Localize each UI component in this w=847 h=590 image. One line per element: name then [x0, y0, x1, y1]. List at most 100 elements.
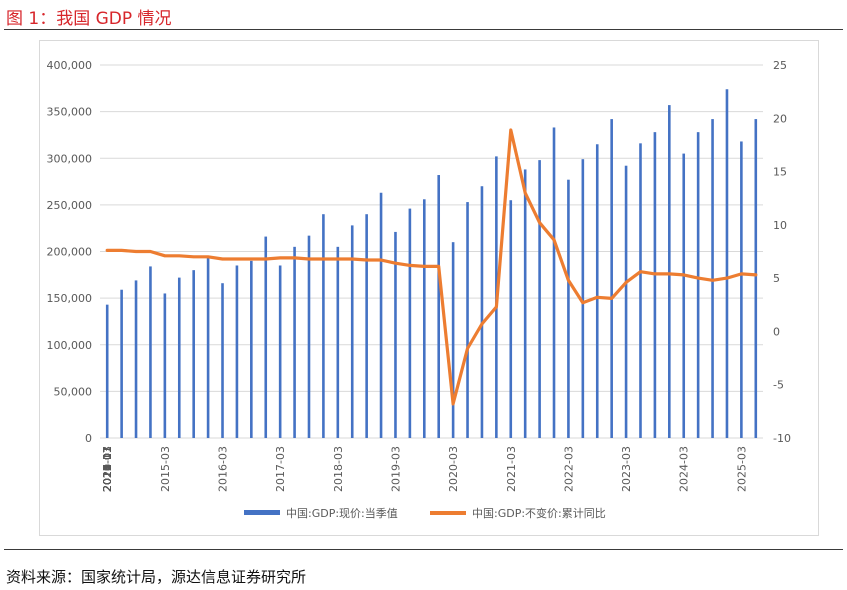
x-tick-label: 2022-07	[101, 446, 114, 492]
gdp-bar	[322, 214, 325, 438]
chart-frame	[39, 40, 819, 536]
x-tick-label: 2021-11	[101, 446, 114, 492]
right-axis-labels: -10 -5 0 5 10 15 20 25	[773, 59, 791, 445]
y-right-tick-label: 10	[773, 219, 787, 232]
gdp-bar	[307, 235, 311, 438]
y-left-tick-label: 0	[85, 432, 92, 445]
x-tick-label: 2016-11	[101, 446, 114, 492]
gdp-bar	[466, 202, 469, 438]
x-tick-label: 2015-11	[101, 446, 114, 492]
gdp-bar	[105, 304, 109, 438]
gdp-bar	[711, 119, 714, 439]
gdp-bar	[610, 119, 613, 439]
x-tick-label: 2014-03	[101, 446, 114, 492]
y-left-tick-label: 250,000	[47, 199, 93, 212]
gdp-bar	[149, 266, 152, 438]
gdp-bar	[163, 293, 167, 438]
x-tick-label: 2021-07	[101, 446, 114, 492]
x-tick-label: 2018-03	[332, 446, 345, 492]
x-tick-label: 2025-03	[735, 446, 748, 492]
y-left-tick-label: 200,000	[47, 246, 93, 259]
x-tick-label: 2023-07	[101, 446, 114, 492]
gdp-bar	[278, 265, 282, 438]
x-tick-label: 2017-07	[101, 446, 114, 492]
x-tick-label: 2014-11	[101, 446, 114, 492]
source-note: 资料来源：国家统计局，源达信息证券研究所	[6, 568, 307, 586]
y-right-tick-label: -10	[773, 432, 791, 445]
gdp-bar	[552, 127, 556, 438]
y-left-tick-label: 100,000	[47, 339, 93, 352]
y-right-tick-label: -5	[773, 379, 784, 392]
legend-line-label: 中国:GDP:不变价:累计同比	[472, 506, 606, 520]
left-axis-labels: 0 50,000 100,000 150,000 200,000 250,000 300,0…	[47, 59, 93, 445]
y-left-tick-label: 350,000	[47, 106, 93, 119]
x-tick-label: 2018-11	[101, 446, 114, 492]
x-tick-label: 2019-07	[101, 446, 114, 492]
x-tick-label: 2016-07	[101, 446, 114, 492]
x-tick-label: 2017-11	[101, 446, 114, 492]
x-tick-label: 2020-11	[101, 446, 114, 492]
gdp-bar	[538, 160, 541, 439]
gdp-bar	[451, 242, 455, 438]
gdp-bar	[639, 143, 642, 438]
gridlines	[100, 64, 763, 439]
gdp-bar	[422, 199, 426, 438]
y-left-tick-label: 300,000	[47, 152, 93, 165]
x-tick-label: 2017-03	[274, 446, 287, 492]
gdp-bar	[336, 246, 340, 438]
gdp-bar	[523, 169, 527, 438]
line-series	[105, 128, 758, 406]
gdp-bar	[221, 283, 224, 438]
gdp-bar	[293, 246, 296, 438]
gdp-bar	[350, 225, 354, 438]
y-right-tick-label: 0	[773, 325, 780, 338]
gdp-bar	[120, 289, 123, 438]
gdp-bar	[696, 132, 700, 438]
gdp-bar	[250, 260, 253, 438]
gdp-bar	[206, 258, 210, 438]
gdp-bar	[192, 270, 195, 438]
gdp-chart: 0 50,000 100,000 150,000 200,000 250,000 300,0…	[47, 59, 791, 520]
top-divider	[4, 29, 843, 30]
gdp-bar	[394, 231, 397, 438]
y-left-tick-label: 400,000	[47, 59, 93, 72]
legend-bar-swatch	[244, 510, 280, 515]
x-tick-label: 2024-03	[678, 446, 691, 492]
x-tick-label: 2015-07	[101, 446, 114, 492]
x-tick-label: 2016-03	[217, 446, 230, 492]
x-tick-label: 2020-03	[447, 446, 460, 492]
y-right-tick-label: 20	[773, 112, 787, 125]
gdp-bar	[595, 144, 599, 438]
x-tick-label: 2023-11	[101, 446, 114, 492]
gdp-bar	[235, 265, 239, 438]
gdp-bar	[177, 277, 181, 438]
x-tick-label: 2019-03	[389, 446, 402, 492]
gdp-bar	[668, 105, 671, 438]
y-left-tick-label: 150,000	[47, 292, 93, 305]
x-tick-label: 2021-03	[505, 446, 518, 492]
x-tick-label: 2015-03	[159, 446, 172, 492]
x-tick-label: 2024-07	[101, 446, 114, 492]
y-right-tick-label: 15	[773, 166, 787, 179]
x-tick-label: 2020-07	[101, 446, 114, 492]
gdp-bar	[653, 132, 657, 438]
figure-title: 图 1：我国 GDP 情况	[6, 9, 172, 29]
y-right-tick-label: 25	[773, 59, 787, 72]
bar-series	[105, 89, 758, 439]
gdp-bar	[725, 89, 729, 439]
gdp-bar	[740, 141, 743, 438]
gdp-bar	[264, 236, 268, 438]
gdp-bar	[581, 159, 585, 438]
legend-bar-label: 中国:GDP:现价:当季值	[286, 506, 398, 520]
gdp-bar	[509, 200, 513, 438]
gdp-bar	[480, 186, 484, 438]
bottom-divider	[4, 549, 843, 550]
y-right-tick-label: 5	[773, 272, 780, 285]
x-tick-label: 2023-03	[620, 446, 633, 492]
legend: 中国:GDP:现价:当季值 中国:GDP:不变价:累计同比	[244, 506, 606, 520]
gdp-bar	[624, 165, 628, 438]
x-tick-label: 2024-11	[101, 446, 114, 492]
x-tick-label: 2018-07	[101, 446, 114, 492]
x-tick-label: 2014-07	[101, 446, 114, 492]
